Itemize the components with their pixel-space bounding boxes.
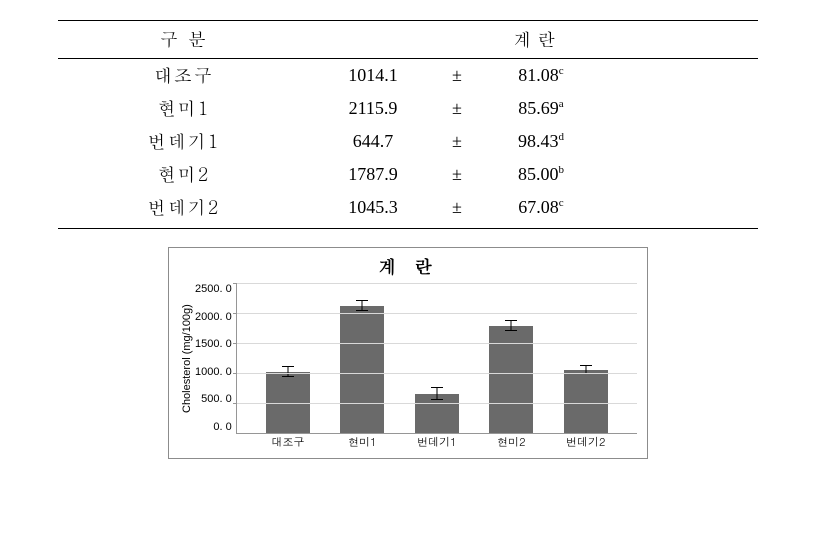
x-tick-label: 번데기1 — [417, 435, 456, 450]
error-cap — [282, 366, 294, 367]
table-row: 현미21787.9±85.00b — [58, 158, 758, 191]
th-category: 구 분 — [58, 21, 310, 59]
th-egg: 계 란 — [310, 21, 758, 59]
row-mean: 644.7 — [310, 125, 436, 158]
y-tick-label: 2000. 0 — [195, 311, 232, 323]
row-mean: 2115.9 — [310, 92, 436, 125]
cholesterol-table: 구 분 계 란 대조구1014.1±81.08c현미12115.9±85.69a… — [58, 20, 758, 229]
plot-area: Cholesterol (mg/100g) 2500. 0 2000. 0 1500… — [179, 283, 637, 434]
error-cap — [356, 300, 368, 301]
chart-title: 계 란 — [179, 254, 637, 279]
table-body: 대조구1014.1±81.08c현미12115.9±85.69a번데기1644.… — [58, 59, 758, 229]
error-cap — [505, 320, 517, 321]
row-label: 번데기1 — [58, 125, 310, 158]
y-tick-mark — [233, 343, 237, 344]
row-pm: ± — [436, 191, 478, 229]
y-tick-label: 0. 0 — [195, 421, 232, 433]
error-cap — [431, 399, 443, 400]
bars-container: 대조구현미1번데기1현미2번데기2 — [237, 283, 637, 433]
error-cap — [580, 365, 592, 366]
x-tick-label: 현미1 — [348, 435, 376, 450]
row-label: 번데기2 — [58, 191, 310, 229]
row-label: 대조구 — [58, 59, 310, 93]
row-pm: ± — [436, 59, 478, 93]
x-tick-label: 번데기2 — [566, 435, 605, 450]
chart-container: 계 란 Cholesterol (mg/100g) 2500. 0 2000. 0… — [168, 247, 648, 459]
error-cap — [356, 310, 368, 311]
bar — [489, 326, 533, 433]
y-tick-label: 2500. 0 — [195, 283, 232, 295]
error-cap — [431, 387, 443, 388]
x-tick-label: 대조구 — [271, 435, 304, 450]
y-tick-label: 500. 0 — [195, 393, 232, 405]
gridline — [237, 373, 637, 374]
y-axis-label: Cholesterol (mg/100g) — [179, 283, 195, 434]
row-mean: 1787.9 — [310, 158, 436, 191]
table-row: 번데기21045.3±67.08c — [58, 191, 758, 229]
gridline — [237, 403, 637, 404]
y-tick-mark — [233, 403, 237, 404]
y-tick-label: 1500. 0 — [195, 338, 232, 350]
row-sd: 67.08c — [478, 191, 604, 229]
row-label: 현미2 — [58, 158, 310, 191]
row-label: 현미1 — [58, 92, 310, 125]
y-tick-label: 1000. 0 — [195, 366, 232, 378]
row-sd: 81.08c — [478, 59, 604, 93]
error-cap — [282, 376, 294, 377]
bar-column: 현미2 — [489, 326, 533, 433]
row-mean: 1014.1 — [310, 59, 436, 93]
row-sd: 85.00b — [478, 158, 604, 191]
y-tick-mark — [233, 373, 237, 374]
bar-column: 번데기2 — [564, 370, 608, 433]
bar-column: 현미1 — [340, 306, 384, 433]
bar-column: 번데기1 — [415, 394, 459, 433]
row-pm: ± — [436, 125, 478, 158]
row-sd: 98.43d — [478, 125, 604, 158]
table-row: 현미12115.9±85.69a — [58, 92, 758, 125]
bar — [340, 306, 384, 433]
table-row: 번데기1644.7±98.43d — [58, 125, 758, 158]
bar — [564, 370, 608, 433]
row-pm: ± — [436, 92, 478, 125]
x-tick-label: 현미2 — [497, 435, 525, 450]
gridline — [237, 283, 637, 284]
y-tick-mark — [233, 313, 237, 314]
error-cap — [505, 330, 517, 331]
row-sd: 85.69a — [478, 92, 604, 125]
row-mean: 1045.3 — [310, 191, 436, 229]
plot: 대조구현미1번데기1현미2번데기2 — [236, 283, 637, 434]
gridline — [237, 343, 637, 344]
row-pm: ± — [436, 158, 478, 191]
y-tick-mark — [233, 283, 237, 284]
y-axis-ticks: 2500. 0 2000. 0 1500. 0 1000. 0 500. 0 0. 0 — [195, 283, 236, 433]
gridline — [237, 313, 637, 314]
table-row: 대조구1014.1±81.08c — [58, 59, 758, 93]
